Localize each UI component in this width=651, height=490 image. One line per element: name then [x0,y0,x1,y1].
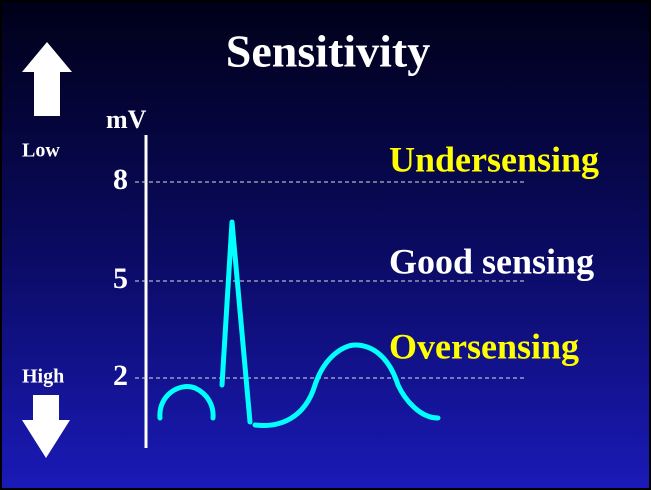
axis-unit: mV [106,105,147,134]
zone-label: Oversensing [389,326,579,366]
ecg-waveform [157,219,441,428]
down-arrow [22,395,70,458]
zone-label: Undersensing [389,139,599,179]
tick-label: 2 [113,359,128,392]
up-arrow [22,42,72,116]
tick-label: 5 [113,262,128,295]
zone-label: Good sensing [389,241,594,281]
high-label: High [22,366,64,388]
low-label: Low [22,140,60,162]
title: Sensitivity [226,26,430,77]
tick-label: 8 [113,163,128,196]
